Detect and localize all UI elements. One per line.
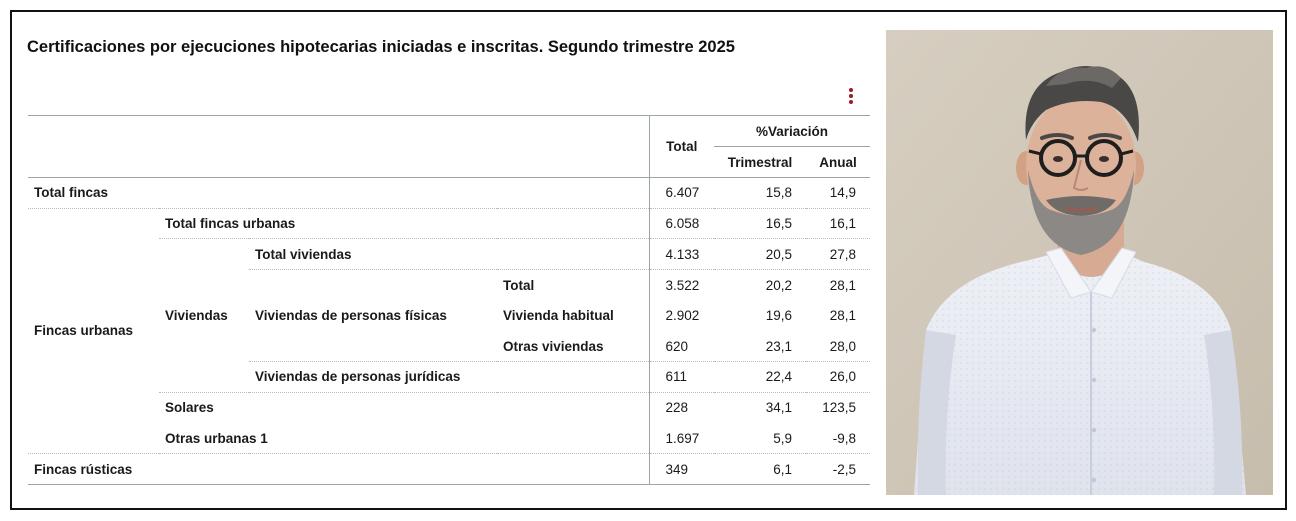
group-label-fincas-urbanas: Fincas urbanas [28, 207, 159, 454]
portrait-photo [886, 30, 1273, 495]
table-row: Solares 228 34,1 123,5 [28, 391, 871, 423]
row-label: Total [497, 269, 649, 301]
cell-total: 2.902 [648, 300, 714, 331]
header-variacion: %Variación [714, 115, 871, 147]
cell-trimestral: 22,4 [714, 361, 806, 393]
header-trimestral: Trimestral [727, 154, 793, 170]
table-title: Certificaciones por ejecuciones hipoteca… [27, 38, 735, 56]
table-row: Viviendas de personas físicas Total 3.52… [28, 269, 871, 362]
cell-trimestral: 19,6 [765, 308, 792, 324]
cell-anual: 123,5 [806, 391, 871, 423]
cell-total: 3.522 [648, 269, 714, 301]
row-label: Total viviendas [249, 238, 649, 270]
cell-anual: 27,8 [806, 238, 871, 270]
row-label: Viviendas de personas jurídicas [249, 361, 649, 393]
row-label: Otras viviendas [503, 338, 604, 354]
header-total: Total [648, 115, 714, 178]
cell-trimestral: 34,1 [714, 391, 806, 423]
table-row: Viviendas de personas jurídicas 611 22,4… [28, 361, 871, 393]
table-row: Otras urbanas 1 1.697 5,9 -9,8 [28, 423, 870, 454]
kebab-menu-icon[interactable] [846, 86, 856, 106]
table-row: Fincas rústicas 349 6,1 -2,5 [28, 453, 871, 485]
cell-anual: -2,5 [806, 453, 871, 485]
data-table: Total %Variación Trimestral Anual Total … [28, 115, 871, 485]
group-label-viviendas: Viviendas [159, 238, 249, 393]
row-label: Total fincas urbanas [159, 207, 649, 239]
table-row: Fincas urbanas Total fincas urbanas 6.05… [28, 207, 871, 454]
cell-trimestral: 20,5 [714, 238, 806, 270]
cell-anual: 28,0 [829, 338, 857, 354]
cell-total: 6.058 [648, 207, 714, 239]
header-empty [28, 115, 649, 178]
row-label: Otras urbanas 1 [165, 430, 268, 446]
group-label-personas-fisicas: Viviendas de personas físicas [249, 269, 497, 362]
cell-trimestral: 6,1 [714, 453, 806, 485]
table-row: Otras viviendas 620 23,1 28,0 [28, 330, 870, 362]
cell-anual: 16,1 [806, 207, 871, 239]
row-label: Total fincas [28, 177, 649, 209]
cell-anual: 26,0 [806, 361, 871, 393]
cell-trimestral: 23,1 [765, 338, 792, 354]
cell-anual: -9,8 [832, 430, 857, 446]
cell-total: 620 [648, 330, 714, 362]
row-label: Solares [159, 391, 649, 423]
row-label: Vivienda habitual [503, 308, 614, 324]
header-anual: Anual [819, 154, 857, 170]
cell-trimestral: 15,8 [714, 177, 806, 209]
cell-trimestral: 5,9 [773, 430, 792, 446]
cell-trimestral: 20,2 [714, 269, 806, 301]
table-row: Total fincas 6.407 15,8 14,9 [28, 177, 871, 209]
cell-total: 349 [648, 453, 714, 485]
cell-anual: 28,1 [806, 269, 871, 301]
table-row: Viviendas Total viviendas 4.133 20,5 27,… [28, 238, 871, 393]
row-label: Fincas rústicas [28, 453, 649, 485]
cell-total: 6.407 [648, 177, 714, 209]
cell-trimestral: 16,5 [714, 207, 806, 239]
cell-anual: 14,9 [806, 177, 871, 209]
cell-total: 1.697 [648, 423, 714, 454]
table-row: Vivienda habitual 2.902 19,6 28,1 [28, 300, 870, 331]
cell-total: 4.133 [648, 238, 714, 270]
cell-anual: 28,1 [829, 308, 857, 324]
cell-total: 228 [648, 391, 714, 423]
cell-total: 611 [648, 361, 714, 393]
